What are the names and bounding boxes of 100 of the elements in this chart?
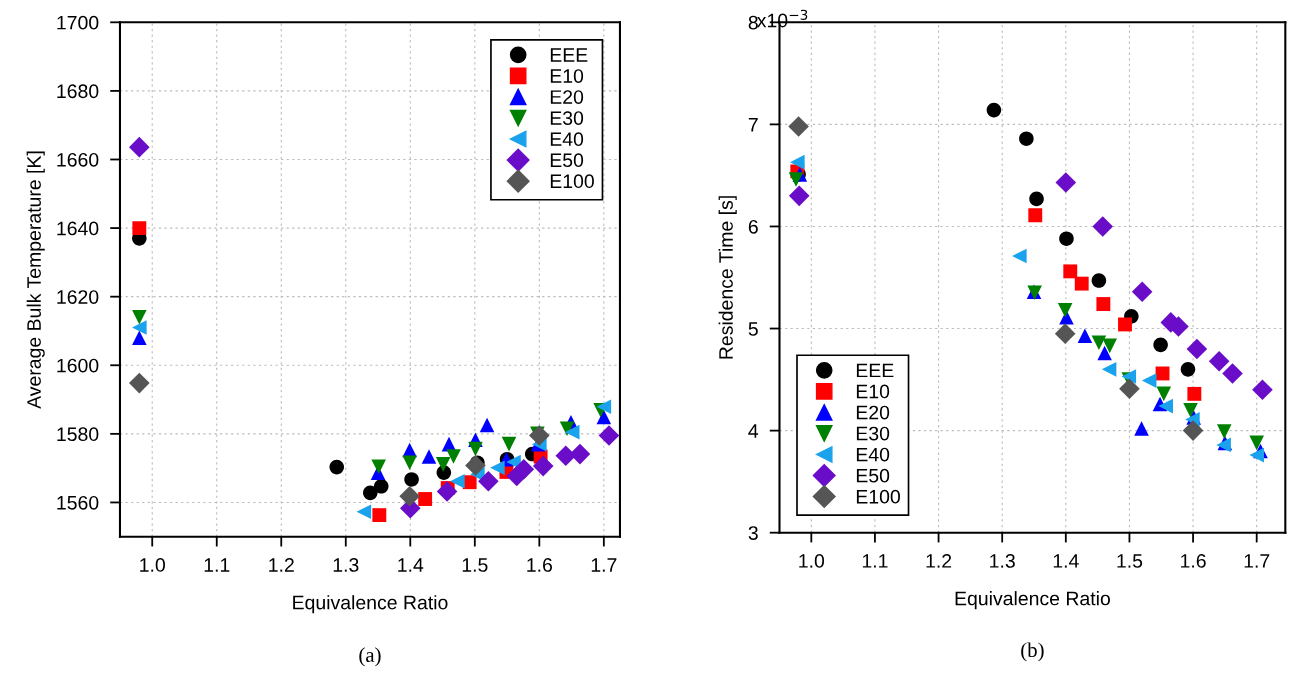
legend-label: E100 — [856, 489, 900, 504]
legend-label: E40 — [856, 447, 890, 462]
text: (a) — [359, 647, 381, 667]
point — [1216, 424, 1232, 439]
point — [435, 457, 451, 472]
x-tick-label: 1.0 — [799, 554, 825, 568]
legend-label: E20 — [856, 405, 890, 420]
point — [788, 172, 804, 187]
point — [1092, 216, 1114, 237]
point — [371, 459, 386, 475]
y-tick-label: 8 — [748, 15, 758, 30]
point — [1118, 317, 1132, 332]
x-tick-label: 1.6 — [1181, 554, 1206, 568]
x-tick-label: 1.4 — [1053, 554, 1079, 568]
point — [1158, 398, 1173, 414]
point — [986, 102, 1002, 118]
x-tick-label: 1.5 — [462, 558, 488, 572]
point — [1208, 350, 1230, 372]
point — [596, 399, 612, 415]
point — [418, 492, 433, 506]
point — [404, 472, 419, 487]
point — [790, 154, 805, 170]
point — [598, 425, 620, 446]
point — [132, 309, 147, 325]
point — [450, 473, 465, 489]
point — [1249, 435, 1264, 451]
legend-label: E30 — [550, 111, 584, 125]
point — [1055, 172, 1077, 193]
x-tick-label: 1.6 — [527, 558, 552, 572]
point — [132, 221, 147, 236]
point — [1028, 208, 1043, 223]
y-tick-label: 6 — [748, 219, 758, 234]
x-tick-label: 1.1 — [862, 554, 888, 568]
point — [1119, 378, 1140, 400]
y-tick-label: 1660 — [57, 152, 99, 167]
point — [1183, 402, 1198, 418]
point — [132, 320, 147, 335]
x-tick-label: 1.2 — [926, 554, 952, 568]
point — [1222, 363, 1243, 384]
legend-label: E50 — [550, 153, 584, 168]
point — [1012, 248, 1027, 264]
x-tick-label: 1.7 — [1244, 554, 1270, 568]
point — [529, 425, 550, 446]
point — [1187, 386, 1202, 401]
point — [1101, 362, 1117, 377]
y-tick-label: 1600 — [57, 358, 99, 373]
y-axis-title: Average Bulk Temperature [K] — [26, 151, 45, 409]
legend-label: E30 — [856, 426, 890, 441]
y-tick-label: 1700 — [57, 15, 99, 30]
y-axis-title: Residence Time [s] — [718, 196, 737, 359]
point — [501, 436, 517, 452]
x-axis-title: Equivalence Ratio — [955, 591, 1110, 610]
point — [1141, 373, 1157, 388]
point — [436, 481, 458, 502]
legend-label: E50 — [856, 468, 890, 483]
y-tick-label: 7 — [748, 118, 758, 132]
point — [1059, 231, 1074, 246]
x-tick-label: 1.3 — [990, 554, 1015, 568]
text: (b) — [1021, 642, 1044, 662]
point — [1156, 386, 1172, 402]
point — [356, 504, 372, 519]
point — [1249, 447, 1264, 463]
legend-label: E20 — [550, 90, 584, 104]
point — [373, 479, 389, 494]
point — [1063, 264, 1078, 279]
point — [1097, 345, 1112, 361]
point — [1029, 191, 1044, 207]
point — [1134, 421, 1149, 436]
point — [569, 443, 591, 465]
point — [421, 449, 437, 464]
point — [372, 508, 387, 523]
point — [1091, 273, 1107, 288]
point — [1096, 297, 1111, 311]
point — [1153, 337, 1168, 353]
legend-label: E100 — [550, 174, 594, 189]
y-tick-label: 1680 — [57, 84, 99, 99]
point — [1091, 335, 1107, 351]
x-axis-title: Equivalence Ratio — [293, 595, 448, 614]
point — [468, 441, 483, 457]
point — [132, 330, 147, 346]
y-tick-label: 3 — [748, 526, 758, 540]
point — [1019, 131, 1034, 146]
y-tick-label: 5 — [748, 322, 758, 336]
point — [1054, 323, 1076, 344]
x-tick-label: 1.1 — [204, 558, 230, 572]
point — [129, 372, 150, 394]
legend-label: E40 — [550, 132, 584, 147]
x-tick-label: 1.3 — [333, 558, 359, 572]
y-tick-label: 1580 — [57, 427, 99, 442]
point — [1074, 276, 1089, 291]
point — [363, 485, 378, 501]
point — [402, 455, 417, 470]
legend-label: E10 — [856, 384, 890, 399]
legend-label: EEE — [550, 48, 588, 62]
y-tick-label: 1640 — [57, 221, 99, 236]
point — [1252, 379, 1273, 401]
point — [564, 424, 580, 440]
y-tick-label: 4 — [748, 424, 759, 438]
point — [1057, 302, 1073, 318]
point — [1182, 420, 1204, 441]
